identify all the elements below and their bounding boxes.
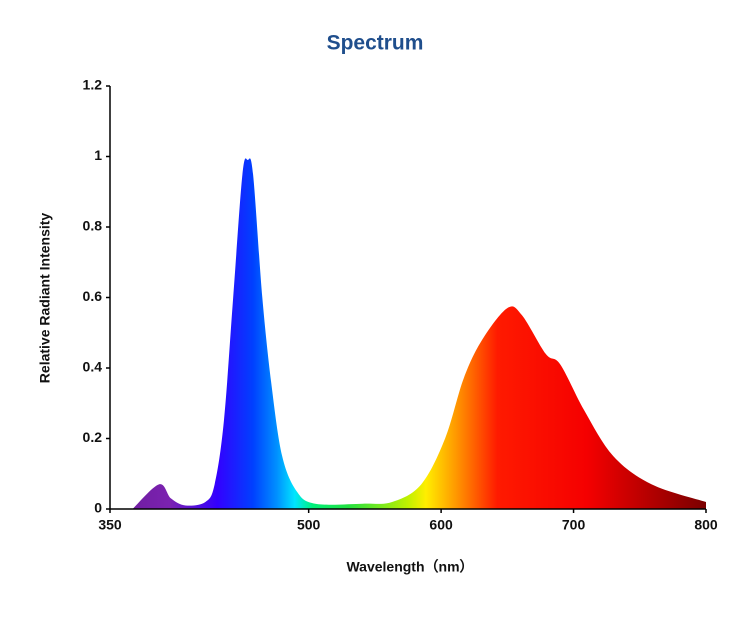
- y-tick-label: 0.4: [83, 359, 103, 375]
- x-tick-label: 700: [562, 517, 586, 533]
- y-tick-label: 0.6: [83, 288, 103, 304]
- chart-title: Spectrum: [327, 32, 424, 55]
- y-tick-label: 0.8: [83, 218, 103, 234]
- y-tick-label: 1: [94, 147, 102, 163]
- x-tick-label: 600: [429, 517, 453, 533]
- y-tick-label: 1.2: [83, 77, 103, 93]
- x-tick-label: 500: [297, 517, 321, 533]
- spectrum-area: [132, 158, 706, 509]
- y-tick-label: 0: [94, 500, 102, 516]
- x-axis-label: Wavelength（nm）: [346, 559, 473, 575]
- y-axis-label: Relative Radiant Intensity: [37, 213, 53, 384]
- x-tick-label: 800: [694, 517, 718, 533]
- y-tick-label: 0.2: [83, 429, 103, 445]
- x-tick-label: 350: [98, 517, 122, 533]
